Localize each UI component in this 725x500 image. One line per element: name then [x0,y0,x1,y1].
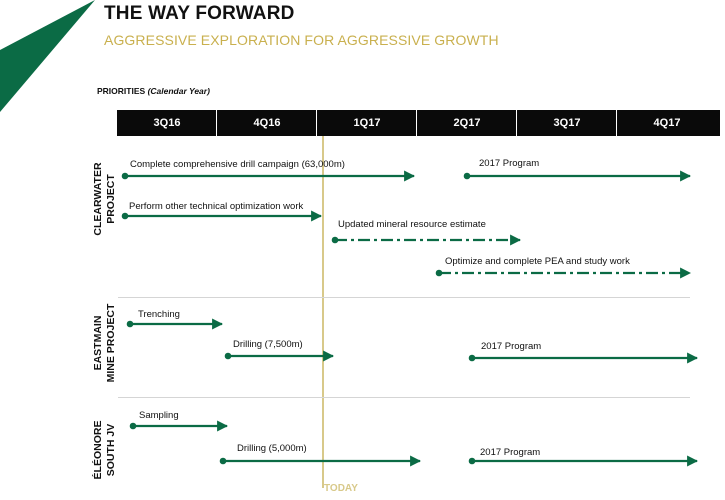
quarter-divider [516,110,517,136]
task-label: Trenching [138,309,180,320]
quarter-label: 3Q16 [153,117,181,129]
corner-triangle-decoration [0,0,95,112]
quarter-label: 4Q17 [653,117,681,129]
task-arrow-start [463,172,471,180]
task-arrow-start [468,457,476,465]
task-label: Drilling (5,000m) [237,443,307,454]
quarter-divider [416,110,417,136]
priorities-label: PRIORITIES [97,86,146,96]
quarter-label: 4Q16 [253,117,281,129]
quarter-label: 2Q17 [453,117,481,129]
task-arrow-start [435,269,443,277]
task-arrow-start [129,422,137,430]
task-arrow-start [224,352,232,360]
task-label: Optimize and complete PEA and study work [445,256,630,267]
quarter-divider [316,110,317,136]
task-label: 2017 Program [480,447,541,458]
task-label: Updated mineral resource estimate [338,219,486,230]
quarter-divider [216,110,217,136]
priorities-heading: PRIORITIES (Calendar Year) [97,86,210,96]
project-separator [118,397,690,398]
task-arrow-start [331,236,339,244]
task-arrow-start [121,172,129,180]
task-arrow-start [219,457,227,465]
slide-subtitle: AGGRESSIVE EXPLORATION FOR AGGRESSIVE GR… [104,32,499,48]
quarter-header-bar [117,110,720,136]
task-label: Perform other technical optimization wor… [129,201,304,212]
project-separator [118,297,690,298]
task-arrow-start [126,320,134,328]
slide-title: THE WAY FORWARD [104,3,295,24]
task-label: 2017 Program [481,341,542,352]
task-label: 2017 Program [479,158,540,169]
priorities-note: (Calendar Year) [147,86,210,96]
quarter-label: 1Q17 [353,117,381,129]
task-arrow-start [121,212,129,220]
today-marker-line [322,136,324,488]
task-arrow-start [468,354,476,362]
today-label: TODAY [324,483,358,494]
quarter-divider [616,110,617,136]
quarter-label: 3Q17 [553,117,581,129]
task-label: Drilling (7,500m) [233,339,303,350]
task-label: Complete comprehensive drill campaign (6… [130,159,345,170]
task-label: Sampling [139,410,179,421]
